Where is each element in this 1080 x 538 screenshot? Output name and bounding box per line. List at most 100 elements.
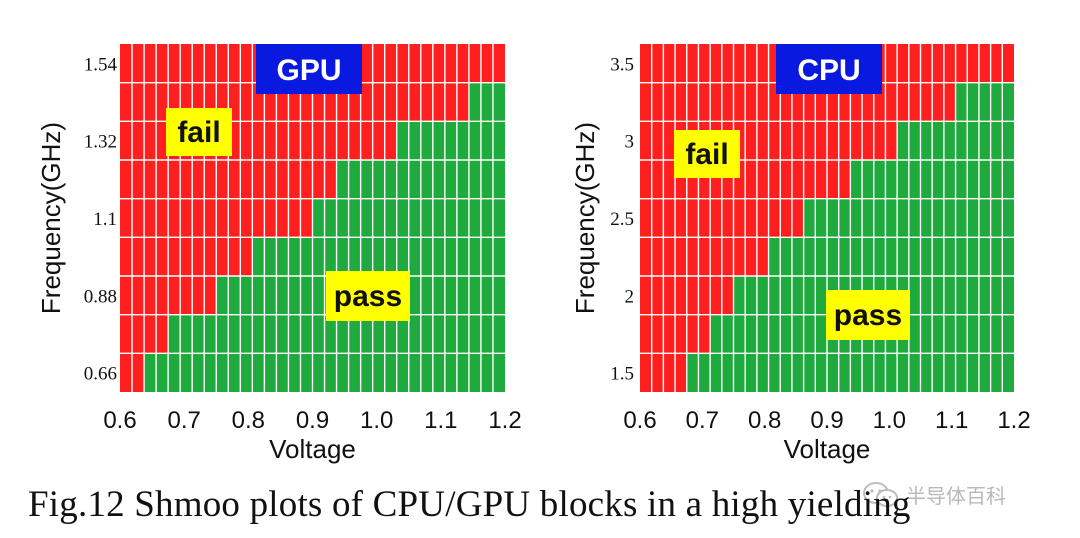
cpu-shmoo-cell — [651, 237, 664, 276]
cpu-shmoo-cell — [815, 121, 827, 160]
cpu-shmoo-cell — [862, 353, 874, 392]
cpu-shmoo-cell — [873, 160, 886, 199]
gpu-shmoo-cell — [276, 237, 289, 276]
gpu-x-axis-label: Voltage — [269, 434, 356, 464]
gpu-shmoo-cell — [432, 276, 445, 315]
cpu-shmoo-cell — [768, 82, 781, 122]
cpu-shmoo-cell — [733, 237, 746, 276]
cpu-shmoo-cell — [640, 237, 652, 276]
cpu-shmoo-cell — [791, 353, 804, 392]
cpu-shmoo-cell — [756, 44, 769, 83]
gpu-shmoo-cell — [204, 314, 217, 354]
gpu-shmoo-cell — [228, 160, 241, 199]
gpu-shmoo-cell — [444, 276, 457, 315]
cpu-shmoo-cell — [791, 276, 804, 315]
gpu-shmoo-cell — [264, 160, 277, 199]
wechat-icon — [863, 481, 898, 507]
cpu-shmoo-cell — [686, 314, 699, 354]
gpu-shmoo-cell — [408, 314, 421, 354]
cpu-shmoo-cell — [768, 121, 781, 160]
gpu-shmoo-cell — [396, 237, 409, 276]
gpu-shmoo-cell — [144, 237, 157, 276]
gpu-shmoo-cell — [420, 44, 433, 83]
gpu-shmoo-cell — [480, 237, 493, 276]
cpu-pass-label-box — [826, 290, 910, 340]
cpu-shmoo-cell — [640, 44, 652, 83]
cpu-shmoo-cell — [663, 160, 676, 199]
cpu-shmoo-cell — [920, 44, 933, 83]
cpu-shmoo-cell — [920, 160, 933, 199]
cpu-shmoo-cell — [780, 237, 792, 276]
cpu-shmoo-cell — [780, 314, 792, 354]
gpu-shmoo-cell — [372, 314, 385, 354]
gpu-y-tick-label: 1.1 — [93, 209, 117, 230]
gpu-shmoo-cell — [348, 237, 361, 276]
gpu-shmoo-cell — [300, 353, 313, 392]
cpu-shmoo-cell — [768, 44, 781, 83]
gpu-fail-label-box — [166, 108, 232, 156]
cpu-shmoo-cell — [651, 198, 664, 238]
cpu-shmoo-cell — [675, 237, 687, 276]
cpu-shmoo-cell — [850, 198, 863, 238]
gpu-shmoo-cell — [132, 237, 145, 276]
cpu-shmoo-cell — [967, 82, 979, 122]
cpu-shmoo-cell — [862, 82, 874, 122]
cpu-shmoo-cell — [815, 160, 827, 199]
cpu-shmoo-cell — [675, 82, 687, 122]
gpu-shmoo-cell — [120, 44, 133, 83]
gpu-shmoo-cell — [288, 121, 301, 160]
gpu-shmoo-cell — [468, 314, 481, 354]
gpu-shmoo-cell — [180, 44, 193, 83]
gpu-x-tick-label: 1.2 — [488, 407, 521, 434]
cpu-y-axis-label: Frequency(GHz) — [570, 122, 600, 314]
cpu-shmoo-cell — [803, 121, 816, 160]
gpu-shmoo-cell — [408, 160, 421, 199]
gpu-shmoo-cell — [168, 276, 181, 315]
cpu-shmoo-cell — [745, 198, 757, 238]
cpu-shmoo-cell — [967, 44, 979, 83]
cpu-shmoo-cell — [908, 44, 921, 83]
cpu-shmoo-cell — [710, 276, 722, 315]
cpu-shmoo-cell — [733, 314, 746, 354]
cpu-shmoo-cell — [721, 44, 734, 83]
cpu-shmoo-cell — [675, 160, 687, 199]
gpu-shmoo-cell — [468, 44, 481, 83]
cpu-x-tick-label: 1.2 — [997, 407, 1030, 434]
gpu-shmoo-cell — [240, 314, 253, 354]
gpu-shmoo-cell — [120, 276, 133, 315]
gpu-shmoo-cell — [432, 353, 445, 392]
cpu-shmoo-cell — [651, 44, 664, 83]
gpu-shmoo-cell — [468, 160, 481, 199]
cpu-shmoo-cell — [745, 44, 757, 83]
gpu-shmoo-cell — [372, 44, 385, 83]
gpu-shmoo-cell — [276, 160, 289, 199]
cpu-shmoo-cell — [791, 121, 804, 160]
gpu-shmoo-cell — [156, 82, 169, 122]
cpu-shmoo-cell — [651, 276, 664, 315]
gpu-shmoo-cell — [300, 314, 313, 354]
gpu-shmoo-cell — [432, 44, 445, 83]
gpu-shmoo-cell — [360, 121, 373, 160]
gpu-shmoo-cell — [372, 121, 385, 160]
gpu-shmoo-cell — [444, 121, 457, 160]
gpu-shmoo-cell — [204, 353, 217, 392]
cpu-shmoo-cell — [815, 276, 827, 315]
gpu-shmoo-cell — [288, 314, 301, 354]
gpu-shmoo-cell — [480, 353, 493, 392]
cpu-shmoo-cell — [885, 82, 898, 122]
cpu-shmoo-cell — [745, 160, 757, 199]
gpu-shmoo-cell — [480, 198, 493, 238]
gpu-shmoo-cell — [432, 237, 445, 276]
gpu-shmoo-cell — [144, 353, 157, 392]
gpu-shmoo-cell — [276, 276, 289, 315]
cpu-shmoo-cell — [803, 276, 816, 315]
cpu-shmoo-cell — [780, 82, 792, 122]
gpu-shmoo-cell — [324, 160, 337, 199]
gpu-shmoo-cell — [276, 353, 289, 392]
cpu-shmoo-cell — [756, 237, 769, 276]
gpu-shmoo-cell — [456, 237, 469, 276]
gpu-shmoo-cell — [288, 353, 301, 392]
cpu-shmoo-cell — [850, 237, 863, 276]
cpu-shmoo-cell — [955, 121, 968, 160]
cpu-shmoo-cell — [756, 160, 769, 199]
